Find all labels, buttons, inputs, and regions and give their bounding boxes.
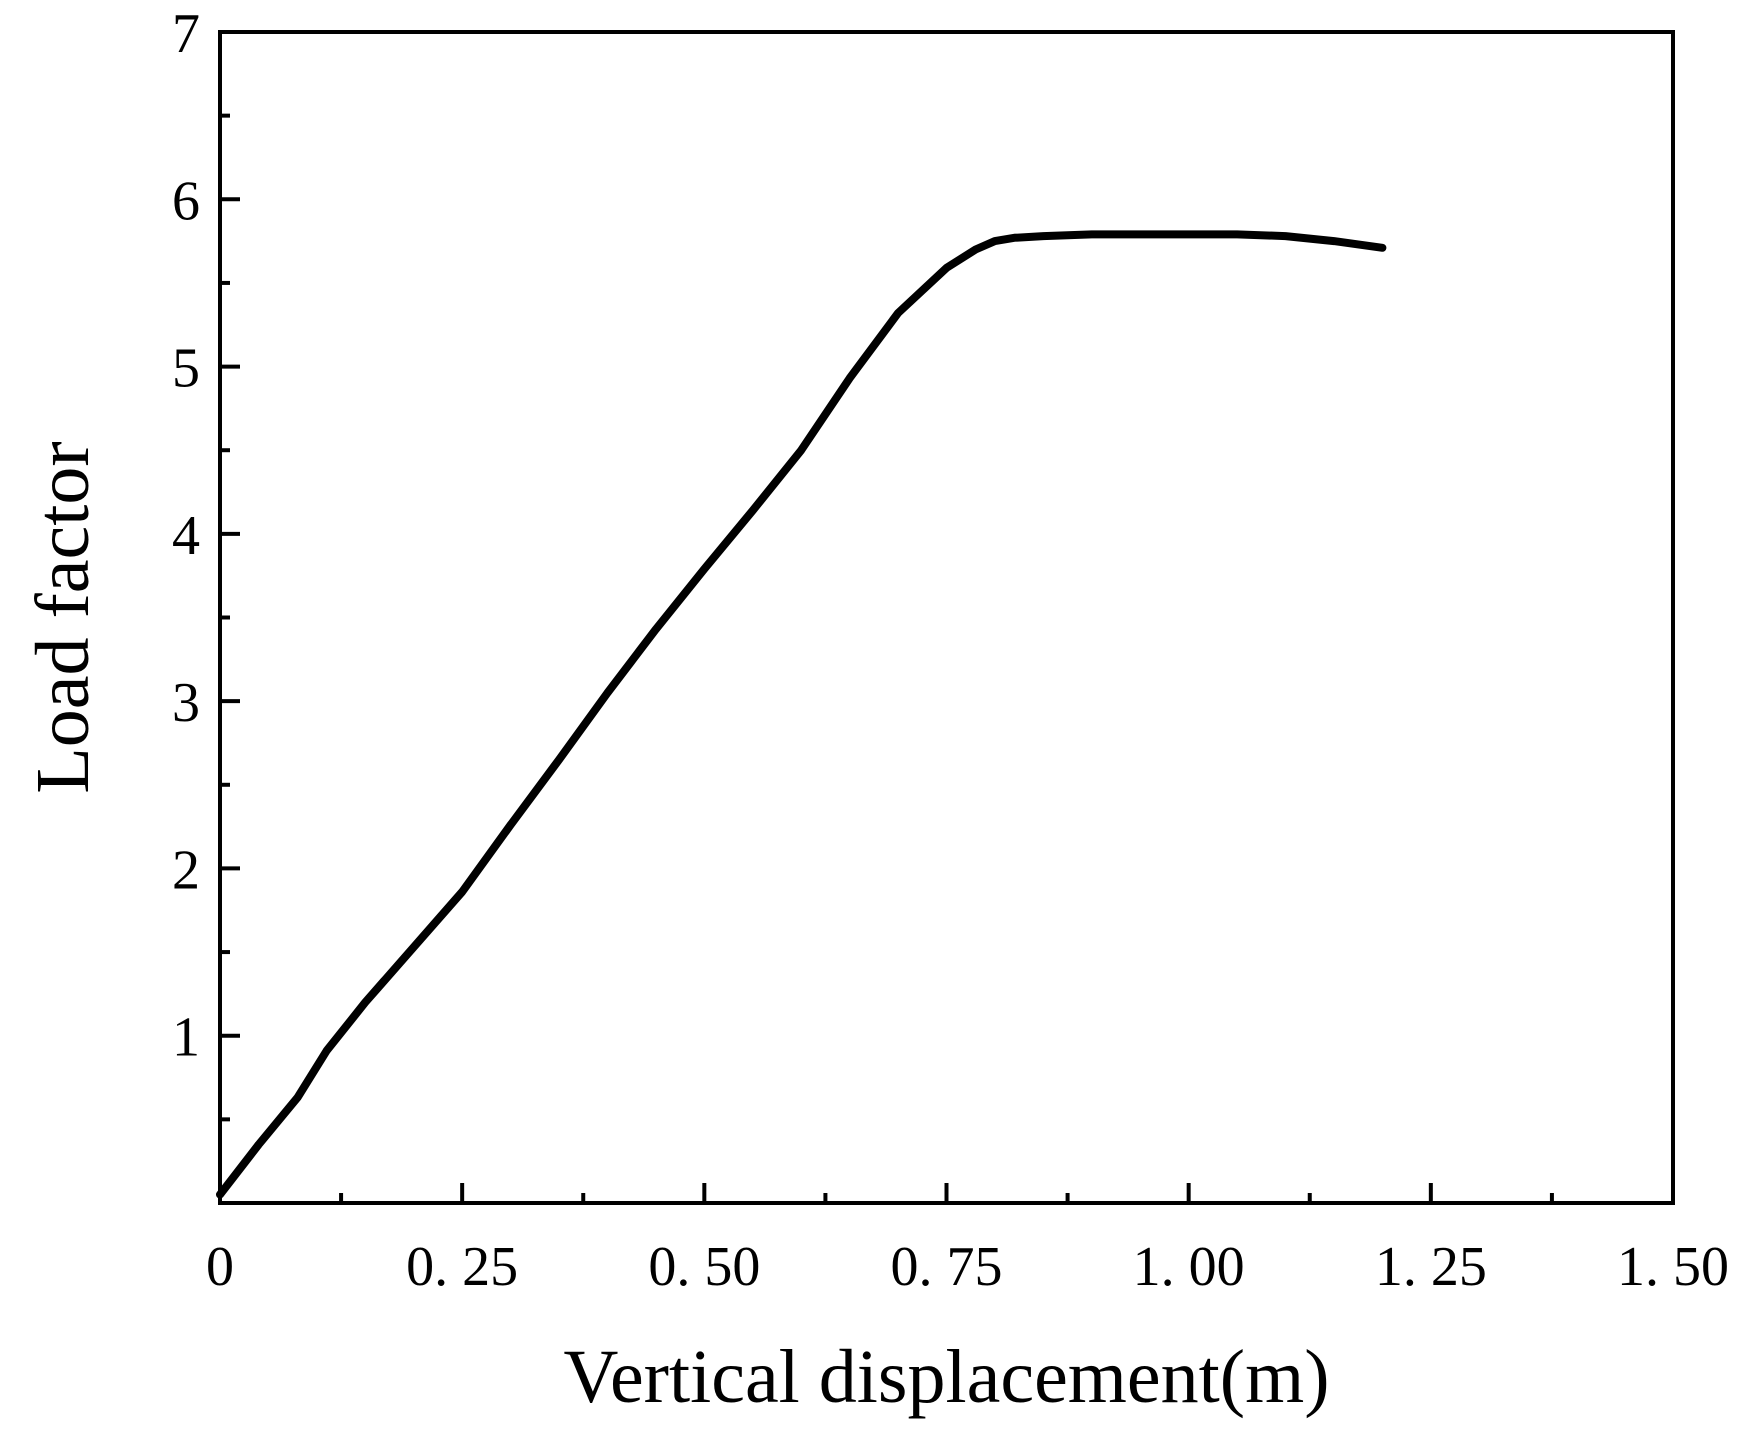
x-tick-label: 0 (206, 1236, 234, 1298)
x-tick-label: 1. 00 (1133, 1236, 1245, 1298)
y-tick-label: 2 (172, 839, 200, 901)
y-tick-label: 7 (172, 3, 200, 65)
x-tick-label: 1. 25 (1375, 1236, 1487, 1298)
y-tick-label: 4 (172, 505, 200, 567)
plot-frame (218, 30, 1675, 1205)
x-axis-title: Vertical displacement(m) (563, 1335, 1329, 1419)
y-tick-label: 6 (172, 170, 200, 232)
series-line (216, 230, 1387, 1199)
x-tick-label: 0. 25 (406, 1236, 518, 1298)
y-axis-title: Load factor (21, 441, 105, 793)
y-tick-label: 1 (172, 1007, 200, 1069)
x-tick-label: 0. 50 (648, 1236, 760, 1298)
y-tick-label: 5 (172, 338, 200, 400)
y-tick-label: 3 (172, 672, 200, 734)
x-tick-label: 1. 50 (1617, 1236, 1729, 1298)
plot-area: 0 0. 25 0. 50 0. 75 1. 00 1. 25 1. 50 1 2 3 4 5 6 7 (172, 3, 1729, 1298)
x-tick-label: 0. 75 (891, 1236, 1003, 1298)
